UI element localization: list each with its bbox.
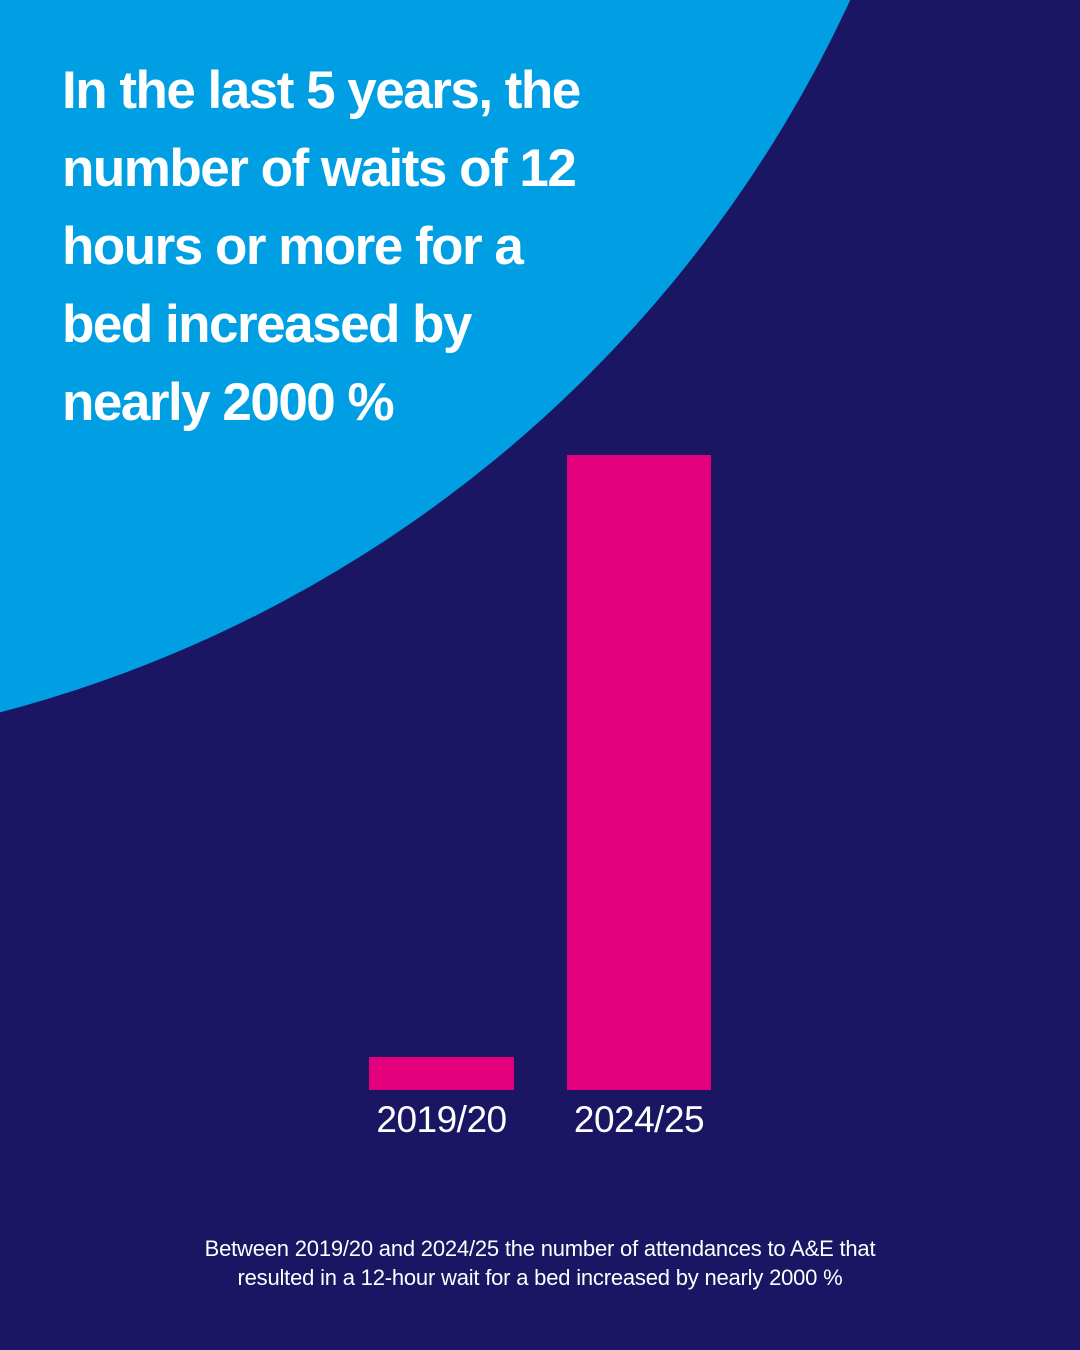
- bar-label-2019-20: 2019/20: [376, 1099, 507, 1140]
- source-caption: Between 2019/20 and 2024/25 the number o…: [0, 1234, 1080, 1292]
- bar-label-2024-25: 2024/25: [573, 1099, 705, 1140]
- headline-line-3: hours or more for a: [62, 217, 524, 276]
- caption-line-2: resulted in a 12-hour wait for a bed inc…: [237, 1265, 843, 1290]
- headline: In the last 5 years, the number of waits…: [62, 52, 762, 442]
- headline-line-5: nearly 2000 %: [62, 373, 395, 432]
- bar-2024-25: [567, 455, 711, 1090]
- headline-line-1: In the last 5 years, the: [62, 61, 581, 120]
- caption-line-1: Between 2019/20 and 2024/25 the number o…: [204, 1236, 876, 1261]
- bar-2019-20: [369, 1057, 514, 1090]
- headline-line-2: number of waits of 12: [62, 139, 577, 198]
- headline-line-4: bed increased by: [62, 295, 473, 354]
